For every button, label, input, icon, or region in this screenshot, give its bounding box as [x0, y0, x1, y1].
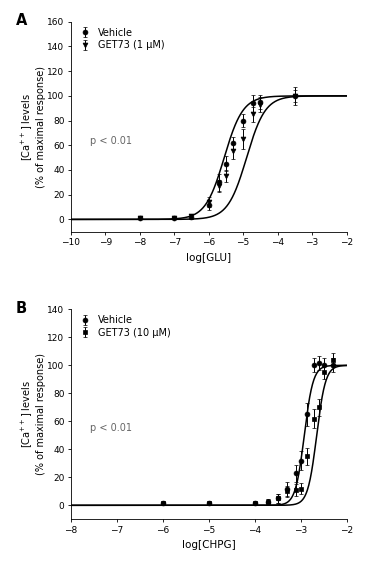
X-axis label: log[GLU]: log[GLU] — [186, 253, 231, 263]
Text: p < 0.01: p < 0.01 — [90, 135, 132, 146]
Text: p < 0.01: p < 0.01 — [90, 423, 132, 433]
Legend: Vehicle, GET73 (10 μM): Vehicle, GET73 (10 μM) — [76, 314, 172, 338]
Text: A: A — [16, 14, 27, 28]
X-axis label: log[CHPG]: log[CHPG] — [182, 540, 236, 550]
Y-axis label: [Ca$^{++}$] levels
(% of maximal response): [Ca$^{++}$] levels (% of maximal respons… — [19, 353, 46, 475]
Y-axis label: [Ca$^{++}$] levels
(% of maximal response): [Ca$^{++}$] levels (% of maximal respons… — [19, 66, 46, 188]
Text: B: B — [16, 301, 27, 316]
Legend: Vehicle, GET73 (1 μM): Vehicle, GET73 (1 μM) — [76, 27, 166, 51]
